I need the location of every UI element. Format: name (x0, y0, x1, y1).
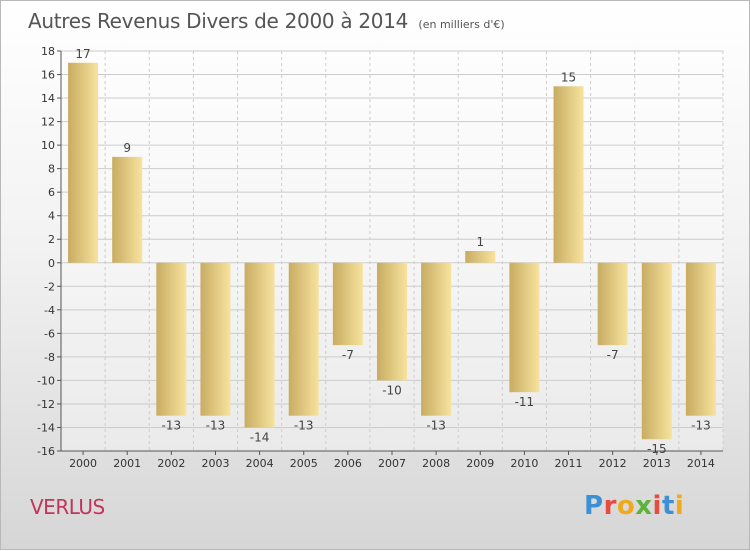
x-tick-label: 2011 (555, 457, 583, 470)
y-tick-label: 4 (48, 210, 55, 223)
data-label: 1 (476, 235, 484, 249)
x-tick-label: 2012 (599, 457, 627, 470)
x-tick-label: 2009 (466, 457, 494, 470)
x-tick-label: 2001 (113, 457, 141, 470)
proxiti-logo[interactable]: Proxiti (584, 491, 684, 521)
data-label: -15 (647, 442, 667, 456)
logo-letter: P (584, 491, 604, 521)
x-tick-label: 2004 (246, 457, 274, 470)
bar-2014 (685, 262, 716, 416)
y-tick-label: 6 (48, 186, 55, 199)
data-label: -11 (515, 395, 535, 409)
data-label: -10 (382, 383, 402, 397)
bar-2006 (332, 262, 363, 346)
bar-2000 (68, 62, 99, 263)
logo-letter: x (635, 491, 653, 521)
y-tick-label: -2 (44, 280, 55, 293)
y-tick-label: 12 (41, 116, 55, 129)
data-label: 15 (561, 70, 576, 84)
y-tick-label: 0 (48, 257, 55, 270)
y-tick-label: 10 (41, 139, 55, 152)
bar-2009 (465, 251, 496, 263)
data-label: 9 (123, 141, 131, 155)
y-tick-label: 8 (48, 163, 55, 176)
data-label: -7 (607, 348, 619, 362)
logo-letter: o (616, 491, 636, 521)
logo-letter: r (603, 491, 617, 521)
x-tick-label: 2006 (334, 457, 362, 470)
data-label: -7 (342, 348, 354, 362)
x-tick-label: 2014 (687, 457, 715, 470)
bar-2011 (553, 86, 584, 263)
bar-2004 (244, 262, 275, 428)
bar-2013 (641, 262, 672, 440)
title-text: Autres Revenus Divers de 2000 à 2014 (28, 9, 409, 33)
data-label: -13 (426, 419, 446, 433)
x-tick-label: 2003 (201, 457, 229, 470)
x-tick-label: 2013 (643, 457, 671, 470)
data-label: -13 (294, 419, 314, 433)
y-tick-label: 14 (41, 92, 55, 105)
bar-2007 (376, 262, 408, 381)
commune-name: VERLUS (30, 495, 105, 519)
y-tick-label: 2 (48, 233, 55, 246)
data-label: 17 (75, 47, 90, 61)
bar-2005 (288, 262, 319, 416)
y-tick-label: 16 (41, 69, 55, 82)
subtitle-text: (en milliers d'€) (418, 18, 505, 31)
x-tick-label: 2007 (378, 457, 406, 470)
chart-title: Autres Revenus Divers de 2000 à 2014 (en… (28, 9, 505, 33)
y-tick-label: -6 (44, 327, 55, 340)
data-label: -13 (206, 419, 226, 433)
logo-letter: i (674, 491, 685, 521)
x-tick-label: 2002 (157, 457, 185, 470)
y-tick-label: -10 (37, 374, 55, 387)
bar-2010 (509, 262, 540, 393)
y-tick-label: -4 (44, 304, 55, 317)
y-tick-label: -8 (44, 351, 55, 364)
logo-letter: i (652, 491, 662, 521)
x-tick-label: 2008 (422, 457, 450, 470)
data-label: -13 (162, 419, 182, 433)
data-label: -13 (691, 419, 711, 433)
x-tick-label: 2010 (510, 457, 538, 470)
x-tick-label: 2005 (290, 457, 318, 470)
bar-2012 (597, 262, 628, 346)
bar-2002 (156, 262, 187, 416)
y-tick-label: 18 (41, 45, 55, 58)
y-tick-label: -16 (37, 445, 55, 458)
bar-2001 (112, 156, 143, 263)
y-tick-label: -14 (37, 421, 55, 434)
x-tick-label: 2000 (69, 457, 97, 470)
y-tick-label: -12 (37, 398, 55, 411)
bar-2003 (200, 262, 231, 416)
logo-letter: t (661, 491, 675, 521)
bar-2008 (421, 262, 452, 416)
data-label: -14 (250, 430, 270, 444)
